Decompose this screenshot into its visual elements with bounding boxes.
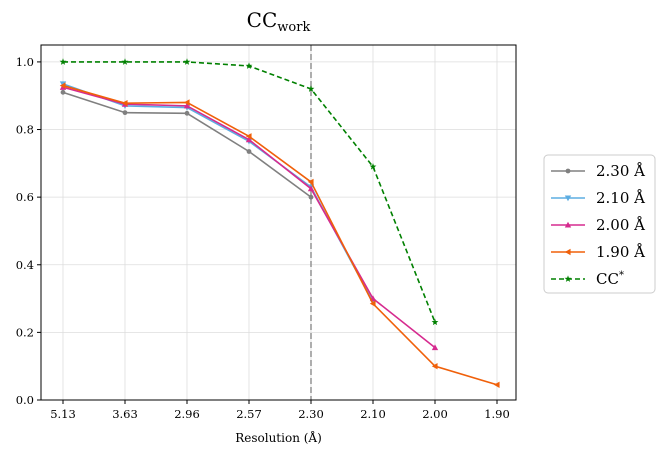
data-point (431, 362, 438, 370)
x-tick-label: 2.96 (174, 407, 200, 421)
series-lines (59, 58, 500, 388)
data-point (431, 318, 439, 326)
y-tick-label: 0.0 (16, 393, 34, 407)
legend-box (543, 154, 656, 294)
data-point (369, 300, 376, 307)
plot-frame (40, 44, 517, 401)
legend-marker (564, 221, 572, 228)
y-tick-label: 0.2 (16, 325, 34, 339)
x-tick-label: 2.10 (360, 407, 386, 421)
data-point (59, 58, 67, 65)
legend-label: 2.30 Å (596, 162, 645, 180)
legend-label: 2.00 Å (596, 216, 645, 234)
legend-label: 1.90 Å (596, 243, 645, 261)
y-tick-label: 0.8 (16, 123, 34, 137)
x-tick-label: 2.57 (236, 407, 262, 421)
legend-item: 1.90 Å (551, 243, 645, 261)
data-point (121, 58, 129, 65)
chart-title: CCwork (247, 8, 311, 35)
data-point (307, 85, 315, 92)
x-tick-label: 5.13 (50, 407, 76, 421)
series-line (62, 83, 374, 303)
data-point (307, 185, 315, 192)
x-tick-label: 1.90 (484, 407, 510, 421)
data-point (59, 82, 66, 89)
legend-marker (564, 275, 572, 282)
series-line (62, 84, 498, 386)
legend: 2.30 Å 2.10 Å 2.00 Å 1.90 Å CC* (543, 154, 656, 294)
data-point (184, 110, 190, 116)
data-point (121, 99, 128, 107)
legend-marker (564, 195, 572, 202)
y-tick-label: 0.4 (16, 258, 34, 272)
data-point (245, 136, 253, 143)
chart-title-main: CC (247, 8, 278, 32)
x-tick-label: 2.00 (422, 407, 448, 421)
x-tick-label: 3.63 (112, 407, 138, 421)
data-point (183, 99, 190, 106)
y-tick-label: 1.0 (16, 55, 34, 69)
legend-label-superscript: * (619, 270, 624, 281)
legend-item: 2.00 Å (551, 216, 645, 234)
series-4 (59, 58, 439, 326)
data-point (369, 163, 377, 170)
legend-item: 2.10 Å (551, 189, 645, 207)
x-axis-label: Resolution (Å) (235, 430, 322, 445)
data-point (307, 178, 314, 186)
series-3 (59, 82, 500, 388)
legend-marker (564, 248, 571, 256)
data-point (122, 110, 128, 116)
data-point (245, 133, 252, 140)
data-point (431, 344, 439, 351)
legend-item: 2.30 Å (551, 162, 645, 180)
data-point (245, 62, 253, 69)
data-point (183, 102, 191, 109)
legend-label: 2.10 Å (596, 189, 645, 207)
data-point (60, 89, 66, 95)
legend-marker (565, 168, 571, 174)
legend-item: CC* (551, 270, 624, 288)
axis-ticks: 0.0 0.2 0.4 0.6 0.8 1.0 5.13 3.63 2.96 2.57 2.30 2.… (16, 55, 510, 421)
y-tick-label: 0.6 (16, 190, 34, 204)
data-point (246, 149, 252, 154)
grid (41, 45, 516, 401)
data-point (308, 194, 314, 200)
series-0 (60, 89, 314, 200)
legend-label: CC* (596, 270, 624, 288)
series-1 (59, 81, 377, 306)
data-point (183, 58, 191, 65)
chart-title-subscript: work (277, 20, 310, 35)
x-tick-label: 2.30 (298, 407, 324, 421)
data-point (493, 381, 500, 388)
